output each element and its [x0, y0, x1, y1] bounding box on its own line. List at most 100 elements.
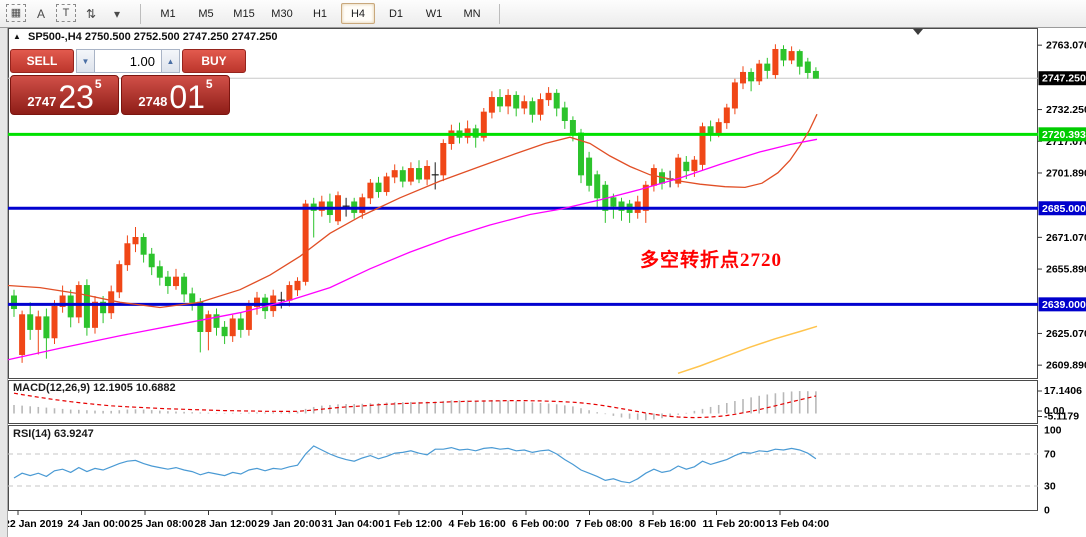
candle-down — [43, 316, 50, 339]
candle-down — [796, 51, 803, 67]
candle-down — [618, 201, 625, 211]
rsi-axis-label: 0 — [1044, 505, 1050, 517]
timeframe-w1-button[interactable]: W1 — [425, 7, 443, 20]
candle-down — [610, 197, 617, 207]
candle-up — [650, 168, 657, 186]
candle-up — [391, 170, 398, 178]
grid-f-icon[interactable]: ▦ — [6, 3, 26, 22]
candle-up — [59, 295, 66, 307]
candle-up — [302, 203, 309, 282]
time-axis-label: 25 Jan 08:00 — [131, 518, 194, 530]
buy-price-point: 5 — [205, 77, 213, 91]
candle-up — [294, 280, 301, 291]
candle-up — [756, 63, 763, 82]
candle-up — [480, 111, 487, 138]
candle-down — [513, 94, 520, 109]
macd-signal-line — [13, 392, 817, 419]
candle-down — [156, 266, 163, 278]
sell-price-pips: 23 — [58, 78, 94, 115]
text-label-a-icon[interactable]: A — [36, 6, 45, 21]
candle-up — [75, 285, 82, 318]
buy-price-tile[interactable]: 2748 01 5 — [121, 75, 230, 115]
candle-down — [237, 318, 244, 330]
volume-increase-button[interactable]: ▲ — [161, 49, 180, 73]
candle-down — [189, 293, 196, 303]
price-badge-label: 2720.393 — [1042, 129, 1086, 141]
candle-up — [699, 126, 706, 165]
buy-price-pips: 01 — [169, 78, 205, 115]
candle-up — [19, 314, 26, 355]
candle-up — [367, 182, 374, 199]
candle-down — [683, 161, 690, 172]
price-axis-label: 2609.890 — [1046, 360, 1086, 372]
candle-up — [318, 201, 325, 211]
macd-indicator-label: MACD(12,26,9) 12.1905 10.6882 — [13, 382, 176, 394]
toolbar-separator — [499, 3, 500, 24]
sell-price-handle: 2747 — [27, 94, 57, 109]
symbol-triangle-icon: ▲ — [13, 32, 21, 41]
candle-up — [715, 122, 722, 134]
candle-up — [537, 99, 544, 115]
sell-price-tile[interactable]: 2747 23 5 — [10, 75, 119, 115]
time-axis-label: 8 Feb 16:00 — [639, 518, 696, 530]
sell-price-point: 5 — [94, 77, 102, 91]
buy-button[interactable]: BUY — [182, 49, 246, 73]
candle-up — [691, 159, 698, 172]
candle-down — [375, 182, 382, 193]
timeframe-mn-button[interactable]: MN — [463, 7, 481, 20]
volume-input[interactable] — [95, 49, 161, 73]
rsi-pane[interactable] — [8, 425, 1038, 511]
price-badge-label: 2685.000 — [1042, 203, 1086, 215]
price-badge-label: 2747.250 — [1042, 73, 1086, 85]
candle-down — [197, 301, 204, 333]
candle-up — [407, 168, 414, 182]
price-axis-label: 2701.890 — [1046, 167, 1086, 179]
chart-canvas[interactable]: 2763.0702732.2502717.0702701.8902671.070… — [0, 28, 1086, 537]
cursor-arrows-icon[interactable]: ⇅ — [85, 6, 97, 21]
price-axis-label: 2671.070 — [1046, 232, 1086, 244]
candle-up — [440, 142, 447, 176]
price-badge — [1038, 201, 1086, 216]
candle-down — [553, 92, 560, 109]
candle-up — [286, 285, 293, 301]
candle-down — [100, 301, 107, 314]
candle-down — [164, 276, 171, 287]
time-axis-label: 13 Feb 04:00 — [766, 518, 829, 530]
timeframe-h4-button[interactable]: H4 — [341, 3, 375, 24]
volume-decrease-button[interactable]: ▼ — [76, 49, 95, 73]
sell-button[interactable]: SELL — [10, 49, 74, 73]
candle-down — [67, 295, 74, 318]
price-badge — [1038, 71, 1086, 86]
time-axis-label: 7 Feb 08:00 — [576, 518, 633, 530]
candle-up — [245, 305, 252, 330]
timeframe-m5-button[interactable]: M5 — [198, 7, 214, 20]
macd-pane[interactable] — [8, 380, 1038, 424]
price-axis-label: 2625.070 — [1046, 328, 1086, 340]
time-axis-label: 11 Feb 20:00 — [703, 518, 766, 530]
text-box-t-icon[interactable]: T — [56, 3, 76, 22]
timeframe-m30-button[interactable]: M30 — [271, 7, 293, 20]
candle-down — [416, 168, 422, 180]
candle-down — [27, 314, 34, 330]
timeframe-m15-button[interactable]: M15 — [233, 7, 255, 20]
candle-down — [529, 101, 536, 115]
timeframe-d1-button[interactable]: D1 — [388, 7, 404, 20]
candle-down — [586, 157, 593, 186]
buy-price-handle: 2748 — [138, 94, 168, 109]
candle-up — [359, 197, 366, 213]
candle-up — [254, 297, 260, 307]
dropdown-caret-icon[interactable]: ▾ — [113, 6, 121, 21]
candle-up — [132, 236, 139, 245]
candle-up — [35, 316, 42, 330]
timeframe-m1-button[interactable]: M1 — [160, 7, 176, 20]
candle-up — [723, 107, 730, 124]
macd-axis-label: -5.1179 — [1044, 411, 1079, 423]
candle-down — [748, 71, 755, 82]
rsi-line — [13, 445, 817, 484]
timeframe-h1-button[interactable]: H1 — [312, 7, 328, 20]
rsi-axis-label: 30 — [1044, 481, 1056, 493]
chart-shift-marker-icon[interactable] — [913, 29, 923, 35]
candle-down — [578, 132, 584, 176]
chart-ohlc-values: 2750.500 2752.500 2747.250 2747.250 — [84, 31, 278, 43]
candle-up — [116, 264, 123, 293]
